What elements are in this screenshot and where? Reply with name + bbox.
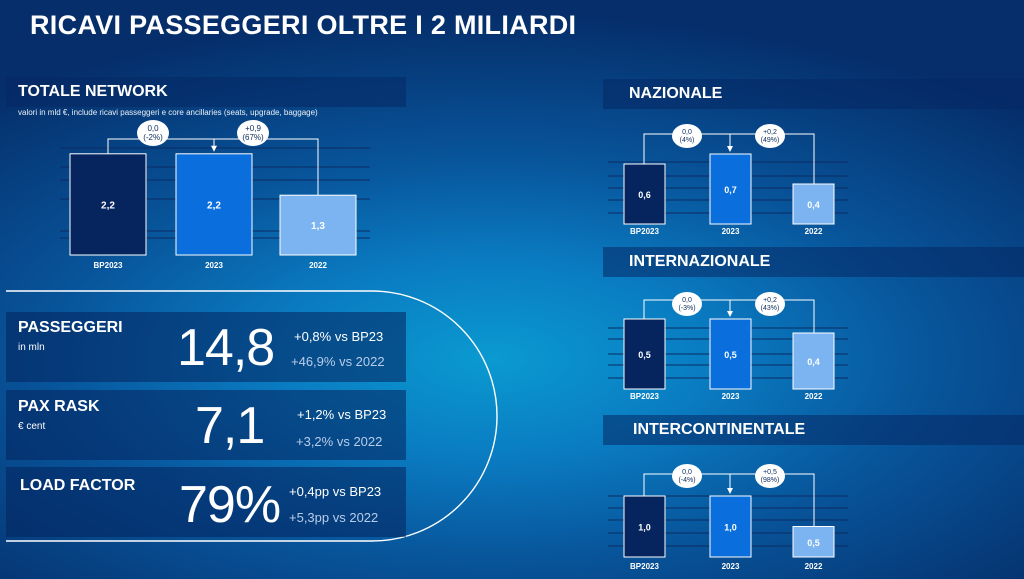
totale-network-title: TOTALE NETWORK	[18, 83, 168, 100]
delta-bubble-right-text: (43%)	[761, 305, 780, 312]
bar-value-label: 0,5	[807, 538, 820, 548]
delta-bubble-left-text: (-3%)	[678, 305, 695, 312]
bar-2022	[279, 194, 357, 256]
chart-intercontinentale: 1,0 BP2023 1,0 2023 0,5 2022 0,0(-4%) +0,5(98%)	[608, 464, 848, 571]
delta-bubble-right-text: (67%)	[242, 133, 264, 142]
kpi-loadfactor: LOAD FACTOR 79% +0,4pp vs BP23 +5,3pp vs…	[6, 467, 406, 537]
category-label: 2023	[205, 261, 223, 270]
kpi-loadfactor-delta-bp: +0,4pp vs BP23	[289, 484, 382, 499]
kpi-loadfactor-title: LOAD FACTOR	[20, 477, 136, 494]
bar-value-label: 0,4	[807, 357, 820, 367]
kpi-loadfactor-delta-2022: +5,3pp vs 2022	[289, 510, 379, 525]
chart-totale: 2,2 BP2023 2,2 2023 1,3 2022 0,0(-2%) +0,9(67%)	[60, 120, 370, 270]
category-label: BP2023	[630, 392, 659, 401]
category-label: 2023	[722, 227, 740, 236]
category-label: 2022	[805, 227, 823, 236]
delta-arrow	[727, 311, 733, 317]
internazionale-title: INTERNAZIONALE	[629, 253, 771, 270]
delta-bubble-left	[672, 464, 702, 488]
delta-bubble-left-text: (4%)	[680, 137, 695, 144]
bar-bp2023	[69, 153, 147, 256]
totale-network-header: TOTALE NETWORK	[6, 77, 406, 107]
kpi-passeggeri-subtitle: in mln	[18, 342, 45, 353]
bar-2022	[792, 332, 835, 390]
delta-arrow	[727, 488, 733, 494]
category-label: 2022	[805, 562, 823, 571]
delta-bubble-right	[755, 292, 785, 316]
delta-bubble-right	[755, 124, 785, 148]
bar-2023	[709, 318, 752, 390]
nazionale-title: NAZIONALE	[629, 85, 723, 102]
intercontinentale-header: INTERCONTINENTALE	[603, 415, 1024, 445]
category-label: BP2023	[94, 261, 123, 270]
intercontinentale-title: INTERCONTINENTALE	[633, 421, 806, 438]
delta-bubble-right-text: (98%)	[761, 477, 780, 484]
bar-value-label: 0,5	[638, 350, 651, 360]
delta-arrow	[211, 145, 217, 152]
bar-value-label: 1,3	[311, 221, 325, 232]
kpi-paxrask-value: 7,1	[195, 397, 265, 455]
delta-bubble-left-text: 0,0	[147, 124, 159, 133]
kpi-paxrask: PAX RASK € cent 7,1 +1,2% vs BP23 +3,2% …	[6, 390, 406, 460]
kpi-passeggeri-delta-bp: +0,8% vs BP23	[294, 329, 384, 344]
nazionale-header: NAZIONALE	[603, 79, 1024, 109]
delta-bubble-right	[237, 120, 269, 146]
delta-bubble-left-text: 0,0	[682, 129, 692, 136]
delta-bubble-left	[672, 292, 702, 316]
kpi-passeggeri: PASSEGGERI in mln 14,8 +0,8% vs BP23 +46…	[6, 312, 406, 382]
chart-internazionale: 0,5 BP2023 0,5 2023 0,4 2022 0,0(-3%) +0,2(43%)	[608, 292, 848, 401]
totale-network-note: valori in mld €, include ricavi passegge…	[18, 108, 318, 117]
kpi-paxrask-delta-bp: +1,2% vs BP23	[297, 407, 387, 422]
bar-value-label: 1,0	[638, 523, 651, 533]
delta-bubble-right-text: +0,9	[245, 124, 261, 133]
kpi-paxrask-title: PAX RASK	[18, 398, 100, 415]
delta-bubble-right	[755, 464, 785, 488]
category-label: BP2023	[630, 562, 659, 571]
delta-bubble-left-text: (-4%)	[678, 477, 695, 484]
delta-bubble-left-text: (-2%)	[143, 133, 163, 142]
delta-bubble-right-text: (49%)	[761, 137, 780, 144]
delta-bubble-left-text: 0,0	[682, 469, 692, 476]
bar-bp2023	[623, 318, 666, 390]
kpi-loadfactor-value: 79%	[179, 476, 281, 534]
kpi-passeggeri-title: PASSEGGERI	[18, 319, 123, 336]
bar-value-label: 0,6	[638, 190, 651, 200]
kpi-paxrask-subtitle: € cent	[18, 421, 46, 432]
bar-value-label: 0,4	[807, 200, 820, 210]
bar-bp2023	[623, 495, 666, 558]
bar-2023	[709, 153, 752, 225]
category-label: BP2023	[630, 227, 659, 236]
internazionale-header: INTERNAZIONALE	[603, 247, 1024, 277]
page-title: RICAVI PASSEGGERI OLTRE I 2 MILIARDI	[30, 10, 577, 40]
bar-value-label: 2,2	[207, 200, 221, 211]
category-label: 2023	[722, 562, 740, 571]
bar-bp2023	[623, 163, 666, 225]
delta-arrow	[727, 146, 733, 152]
bar-2022	[792, 526, 835, 558]
delta-bubble-left	[672, 124, 702, 148]
kpi-passeggeri-delta-2022: +46,9% vs 2022	[291, 354, 385, 369]
delta-bubble-right-text: +0,2	[763, 297, 777, 304]
bar-2023	[709, 495, 752, 558]
bar-2023	[175, 153, 253, 256]
bar-value-label: 0,7	[724, 185, 737, 195]
bar-value-label: 2,2	[101, 200, 115, 211]
delta-bubble-right-text: +0,2	[763, 129, 777, 136]
delta-bubble-right-text: +0,5	[763, 469, 777, 476]
category-label: 2022	[805, 392, 823, 401]
category-label: 2022	[309, 261, 327, 270]
chart-nazionale: 0,6 BP2023 0,7 2023 0,4 2022 0,0(4%) +0,2(49%)	[608, 124, 848, 236]
kpi-passeggeri-value: 14,8	[177, 319, 275, 377]
bar-value-label: 1,0	[724, 523, 737, 533]
bar-value-label: 0,5	[724, 350, 737, 360]
kpi-paxrask-delta-2022: +3,2% vs 2022	[296, 434, 383, 449]
delta-bubble-left-text: 0,0	[682, 297, 692, 304]
category-label: 2023	[722, 392, 740, 401]
delta-bubble-left	[137, 120, 169, 146]
